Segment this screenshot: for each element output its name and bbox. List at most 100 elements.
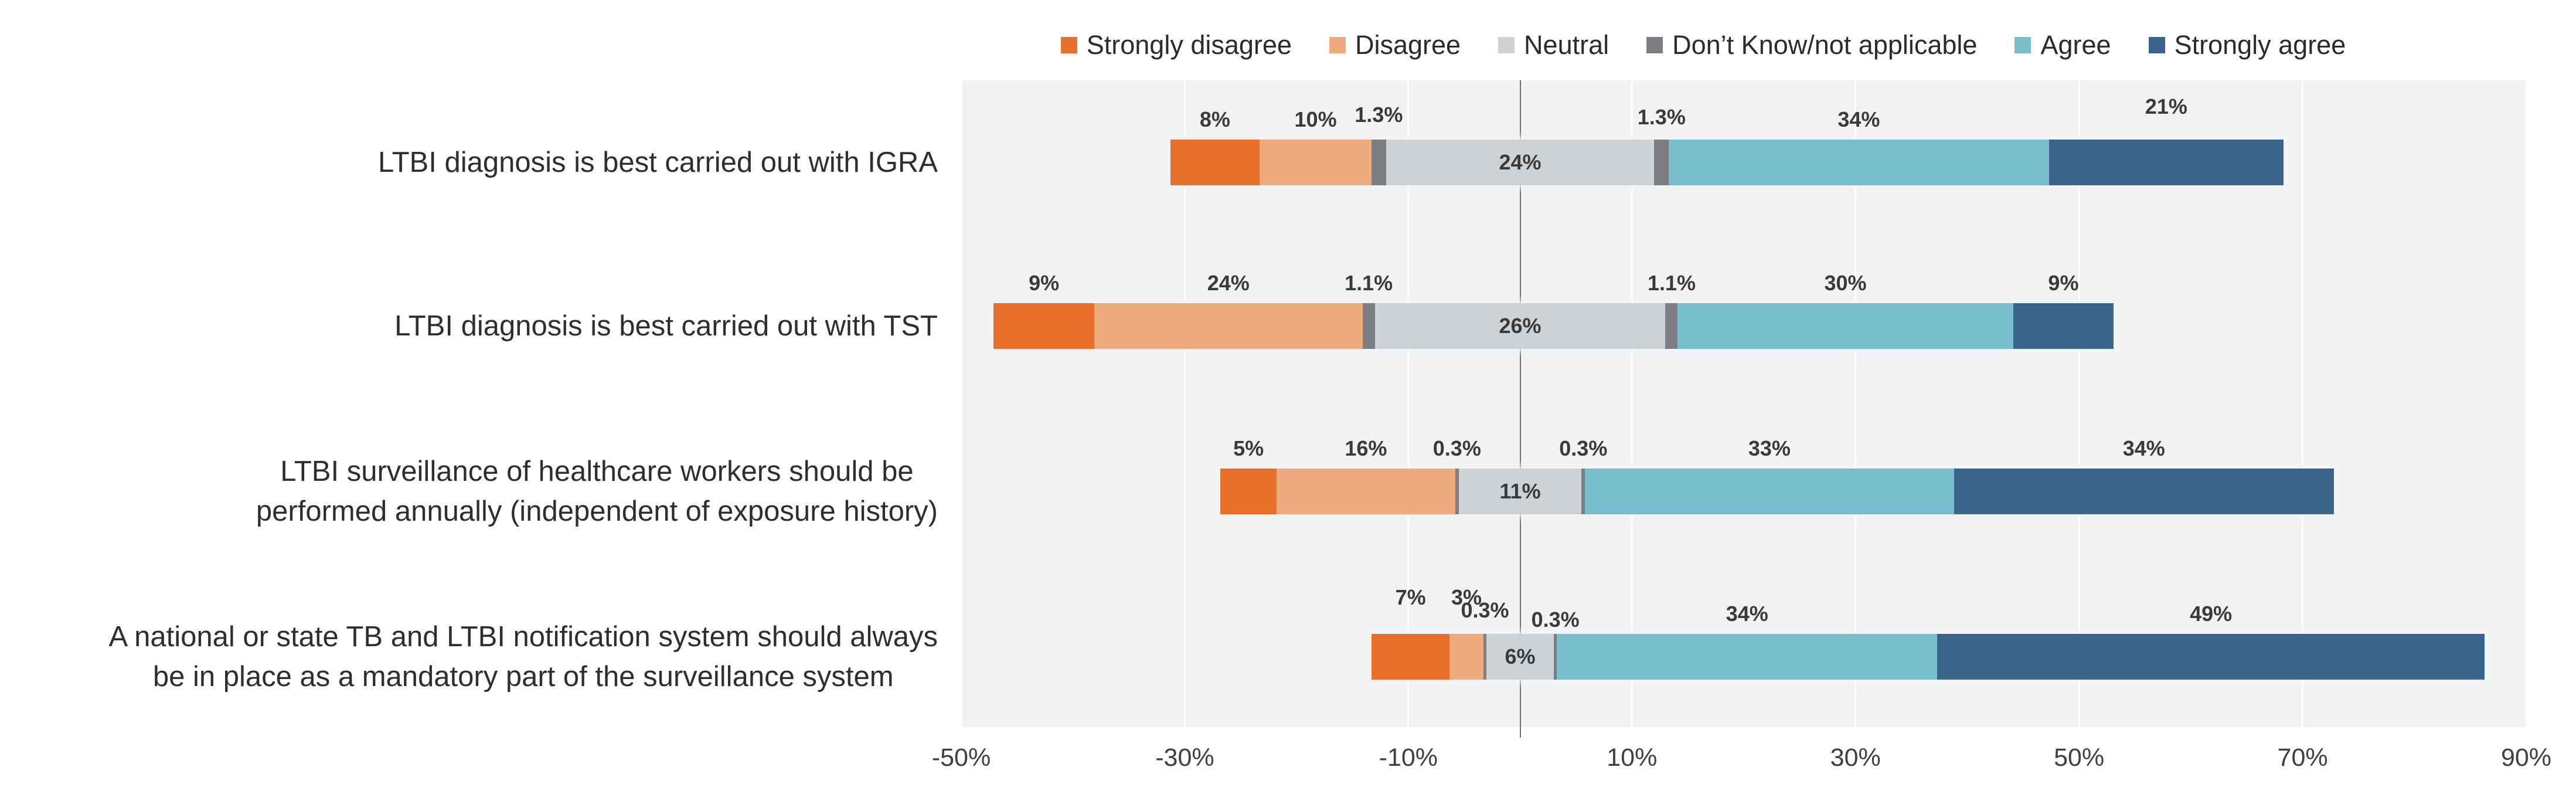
legend-swatch-icon: [1498, 37, 1515, 53]
legend-label: Don’t Know/not applicable: [1672, 30, 1978, 60]
x-axis-tick-label: 70%: [2277, 744, 2328, 772]
legend-label: Disagree: [1355, 30, 1461, 60]
gridline: [1631, 80, 1633, 727]
data-label-strongly-disagree: 7%: [1395, 585, 1426, 609]
data-label-strongly-disagree: 8%: [1199, 107, 1230, 131]
legend-label: Neutral: [1524, 30, 1609, 60]
x-axis-tick-label: 30%: [1830, 744, 1881, 772]
gridline: [960, 80, 962, 727]
bar-segment-agree: [1677, 303, 2013, 349]
data-label-agree: 34%: [1837, 107, 1880, 131]
x-axis-tick-label: 10%: [1607, 744, 1658, 772]
bar-segment-dont-know: [1665, 303, 1678, 349]
bar-segment-neutral: 6%: [1486, 634, 1554, 680]
data-label-strongly-disagree: 5%: [1233, 436, 1264, 460]
bar-segment-dont-know: [1553, 634, 1557, 680]
category-label: A national or state TB and LTBI notifica…: [108, 621, 938, 693]
gridline: [2078, 80, 2080, 727]
legend-swatch-icon: [1646, 37, 1663, 53]
bar-segment-dont-know: [1371, 140, 1386, 185]
gridline: [2302, 80, 2304, 727]
gridline: [1183, 80, 1186, 727]
data-label-dont-know: 1.3%: [1637, 105, 1686, 129]
bar-segment-neutral: 24%: [1386, 140, 1655, 185]
data-label-dont-know: 0.3%: [1461, 598, 1509, 622]
legend-swatch-icon: [1329, 37, 1346, 53]
data-label-disagree: 3%: [1451, 585, 1482, 609]
bar-segment-agree: [1557, 634, 1937, 680]
legend-swatch-icon: [1060, 37, 1077, 53]
category-label: LTBI surveillance of healthcare workers …: [256, 456, 938, 527]
bar-segment-strongly-disagree: [1170, 140, 1260, 185]
data-label-neutral: 11%: [1499, 479, 1541, 503]
plot-area: 24% 8% 10% 1.3% 1.3% 34% 21% 26% 9% 24% 1.1% 1.1% 30…: [960, 80, 2527, 738]
legend-item-dont-know: Don’t Know/not applicable: [1646, 30, 1977, 60]
bar-segment-strongly-disagree: [1220, 469, 1277, 514]
data-label-strongly-agree: 34%: [2122, 436, 2165, 460]
bar-row: 6%: [1371, 634, 2485, 680]
data-label-disagree: 10%: [1294, 107, 1337, 131]
data-label-dont-know: 0.3%: [1432, 436, 1481, 460]
gridline: [2525, 80, 2527, 727]
legend-label: Agree: [2040, 30, 2111, 60]
legend-swatch-icon: [2148, 37, 2165, 53]
chart-legend: Strongly disagree Disagree Neutral Don’t Kn…: [921, 25, 2486, 66]
bar-segment-dont-know: [1455, 469, 1459, 514]
x-axis-tick-label: -50%: [931, 744, 991, 772]
bar-segment-dont-know: [1362, 303, 1375, 349]
bar-segment-agree: [1669, 140, 2049, 185]
bar-row: 26%: [993, 303, 2114, 349]
gridline: [1407, 80, 1410, 727]
legend-item-agree: Agree: [2014, 30, 2111, 60]
data-label-neutral: 24%: [1499, 150, 1541, 174]
bar-segment-dont-know: [1483, 634, 1487, 680]
bar-segment-strongly-agree: [1937, 634, 2485, 680]
data-label-strongly-agree: 9%: [2048, 271, 2079, 295]
data-label-neutral: 26%: [1499, 314, 1541, 338]
data-label-disagree: 24%: [1207, 271, 1250, 295]
bar-segment-strongly-disagree: [993, 303, 1094, 349]
category-label: LTBI diagnosis is best carried out with …: [378, 147, 938, 178]
data-label-strongly-agree: 21%: [2145, 94, 2187, 118]
legend-item-disagree: Disagree: [1329, 30, 1461, 60]
data-label-dont-know: 0.3%: [1559, 436, 1608, 460]
data-label-dont-know: 0.3%: [1531, 607, 1580, 632]
bar-segment-disagree: [1094, 303, 1363, 349]
legend-swatch-icon: [2014, 37, 2031, 53]
bar-segment-agree: [1585, 469, 1954, 514]
legend-item-strongly-agree: Strongly agree: [2148, 30, 2346, 60]
bar-segment-disagree: [1449, 634, 1483, 680]
x-axis-tick-label: 50%: [2054, 744, 2105, 772]
bar-row: 24%: [1170, 140, 2284, 185]
data-label-disagree: 16%: [1345, 436, 1387, 460]
data-label-strongly-agree: 49%: [2190, 602, 2233, 626]
x-axis-tick-label: -10%: [1379, 744, 1438, 772]
legend-item-neutral: Neutral: [1498, 30, 1609, 60]
legend-item-strongly-disagree: Strongly disagree: [1060, 30, 1292, 60]
bar-segment-strongly-agree: [1954, 469, 2334, 514]
category-label: LTBI diagnosis is best carried out with …: [394, 310, 938, 342]
bar-segment-disagree: [1276, 469, 1455, 514]
bar-segment-neutral: 26%: [1374, 303, 1666, 349]
x-axis-tick-label: 90%: [2500, 744, 2552, 772]
data-label-agree: 33%: [1748, 436, 1791, 460]
data-label-neutral: 6%: [1505, 644, 1536, 668]
data-label-agree: 34%: [1726, 602, 1768, 626]
bar-row: 11%: [1220, 469, 2334, 514]
bar-segment-strongly-agree: [2048, 140, 2284, 185]
data-label-dont-know: 1.1%: [1647, 271, 1696, 295]
bar-segment-strongly-agree: [2013, 303, 2114, 349]
bar-segment-dont-know: [1654, 140, 1669, 185]
x-axis-tick-label: -30%: [1155, 744, 1214, 772]
legend-label: Strongly agree: [2174, 30, 2346, 60]
bar-segment-neutral: 11%: [1458, 469, 1582, 514]
data-label-dont-know: 1.3%: [1355, 103, 1403, 127]
data-label-dont-know: 1.1%: [1345, 271, 1393, 295]
bar-segment-disagree: [1260, 140, 1372, 185]
zero-axis-line: [1519, 80, 1521, 738]
data-label-agree: 30%: [1824, 271, 1867, 295]
gridline: [1854, 80, 1857, 727]
bar-segment-strongly-disagree: [1371, 634, 1450, 680]
legend-label: Strongly disagree: [1086, 30, 1292, 60]
